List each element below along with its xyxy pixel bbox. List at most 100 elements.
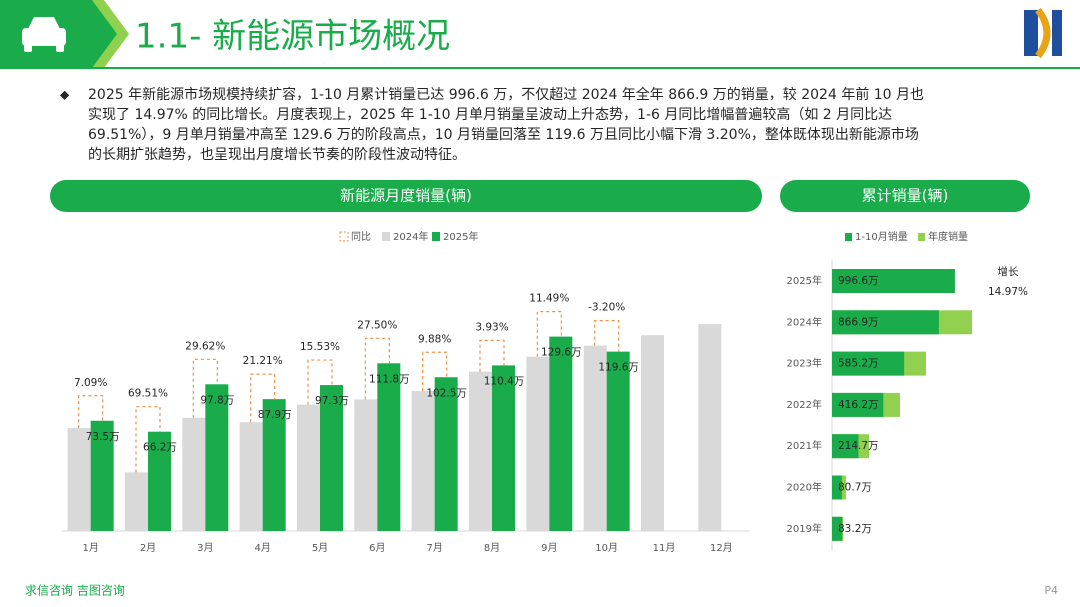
bar [832, 475, 842, 500]
legend-swatch [339, 231, 349, 242]
legend-swatch [382, 232, 390, 241]
page-title: 1.1- 新能源市场概况 [135, 17, 450, 57]
yoy-label: 15.53% [300, 341, 340, 353]
bar [67, 428, 91, 531]
bar [205, 384, 229, 531]
data-label: 110.4万 [484, 375, 525, 387]
bar [90, 420, 114, 531]
yoy-bracket [422, 351, 448, 392]
bar [125, 472, 148, 531]
bar [832, 516, 843, 541]
data-label: 97.3万 [315, 395, 349, 407]
yoy-label: -3.20% [588, 302, 625, 314]
yoy-bracket [479, 339, 505, 372]
data-label: 416.2万 [838, 399, 879, 411]
legend-label: 同比 [351, 231, 371, 243]
x-tick-label: 10月 [595, 542, 618, 554]
bar [354, 399, 378, 531]
bar [411, 391, 435, 531]
yoy-label: 3.93% [475, 321, 508, 333]
annotation: 14.97% [988, 286, 1028, 298]
banner-title: 新能源月度销量(辆) [340, 187, 472, 205]
data-label: 73.5万 [86, 431, 120, 443]
legend-label: 1-10月销量 [855, 230, 908, 243]
y-tick-label: 2025年 [787, 274, 822, 287]
bar [698, 324, 722, 531]
bar [583, 345, 607, 531]
y-tick-label: 2020年 [787, 481, 822, 494]
bar [262, 399, 286, 531]
page-number: P4 [1044, 584, 1058, 597]
y-tick-label: 2019年 [787, 522, 822, 535]
y-tick-label: 2021年 [787, 439, 822, 452]
bar [832, 392, 884, 417]
legend-swatch [432, 232, 440, 241]
data-label: 585.2万 [838, 358, 879, 370]
legend-swatch [918, 233, 925, 241]
bar [297, 404, 320, 531]
data-label: 866.9万 [838, 316, 879, 328]
x-tick-label: 2月 [140, 542, 156, 554]
paragraph-line: 69.51%），9 月单月销量冲高至 129.6 万的阶段高点，10 月销量回落… [88, 126, 919, 143]
yoy-label: 29.62% [185, 340, 225, 352]
x-tick-label: 9月 [541, 542, 557, 554]
x-tick-label: 3月 [197, 542, 213, 554]
legend-swatch [845, 233, 852, 241]
bar [606, 351, 630, 531]
legend-label: 2025年 [443, 230, 478, 243]
paragraph-line: 的长期扩张趋势，也呈现出月度增长节奏的阶段性波动特征。 [88, 147, 466, 163]
yoy-label: 11.49% [529, 293, 569, 305]
data-label: 66.2万 [143, 442, 177, 454]
yoy-label: 7.09% [74, 377, 107, 389]
y-tick-label: 2024年 [787, 315, 822, 328]
banner [50, 180, 762, 212]
legend-label: 年度销量 [928, 230, 968, 243]
data-label: 111.8万 [369, 373, 410, 385]
bar [320, 385, 343, 531]
yoy-bracket [250, 373, 276, 423]
annotation: 增长 [998, 265, 1019, 278]
x-tick-label: 7月 [426, 542, 442, 554]
y-tick-label: 2023年 [787, 357, 822, 370]
data-label: 119.6万 [598, 362, 639, 374]
bar [239, 422, 263, 531]
data-label: 102.5万 [426, 387, 467, 399]
y-tick-label: 2022年 [787, 398, 822, 411]
x-tick-label: 6月 [369, 542, 385, 554]
x-tick-label: 8月 [484, 542, 500, 554]
car-icon [22, 17, 66, 52]
x-tick-label: 5月 [312, 542, 328, 554]
yoy-bracket [364, 337, 390, 400]
paragraph-line: 实现了 14.97% 的同比增长。月度表现上，2025 年 1-10 月单月销量… [88, 106, 892, 123]
data-label: 97.8万 [200, 394, 234, 406]
bar [434, 377, 458, 531]
x-tick-label: 4月 [254, 542, 270, 554]
data-label: 214.7万 [838, 440, 879, 452]
yoy-label: 9.88% [418, 333, 451, 345]
data-label: 80.7万 [838, 482, 872, 494]
bar [832, 269, 955, 293]
bar [182, 417, 206, 531]
bar [526, 356, 550, 531]
data-label: 87.9万 [258, 409, 292, 421]
x-tick-label: 1月 [82, 542, 98, 554]
bar [832, 310, 939, 335]
yoy-bracket [594, 320, 620, 352]
bullet: ◆ [60, 88, 70, 102]
bar [641, 335, 664, 531]
yoy-label: 69.51% [128, 388, 168, 400]
yoy-label: 27.50% [357, 319, 397, 331]
bar [148, 431, 171, 531]
bar [832, 434, 859, 459]
header-chevron [92, 0, 129, 68]
bar [549, 336, 573, 531]
yoy-bracket [78, 395, 104, 429]
banner [780, 180, 1030, 212]
paragraph-line: 2025 年新能源市场规模持续扩容，1-10 月累计销量已达 996.6 万，不… [88, 86, 924, 103]
yoy-bracket [135, 406, 161, 473]
footer-source: 求信咨询 吉图咨询 [25, 583, 125, 598]
bar [492, 365, 515, 531]
x-tick-label: 12月 [710, 542, 733, 554]
data-label: 129.6万 [541, 347, 582, 359]
